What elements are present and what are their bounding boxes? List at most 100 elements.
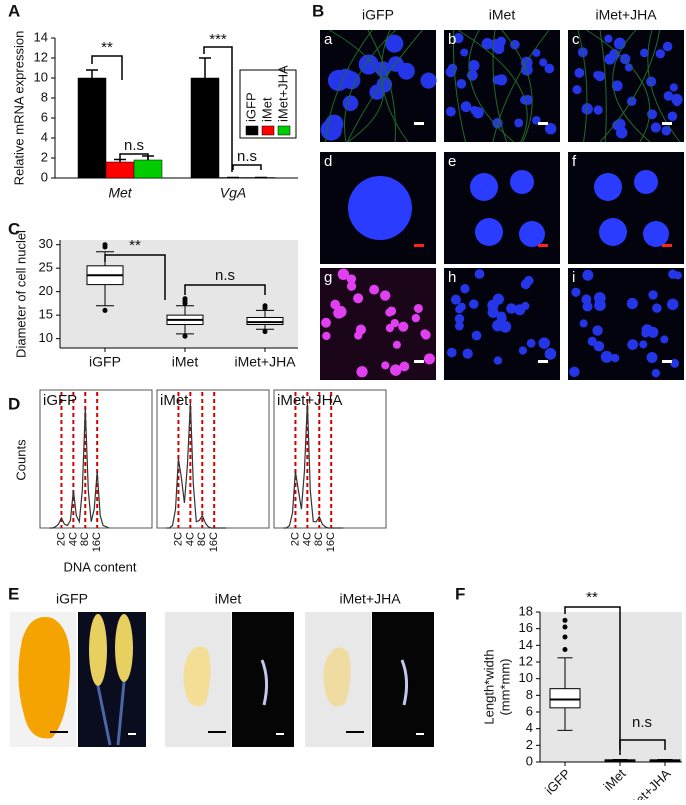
nucleus	[613, 37, 626, 50]
panel-label: F	[455, 584, 465, 603]
nucleus	[521, 301, 530, 311]
nucleus	[454, 321, 464, 331]
y-tick-label: 16	[519, 620, 533, 635]
significance-bracket	[564, 606, 621, 755]
photo	[78, 612, 146, 747]
ovary	[18, 616, 71, 739]
nucleus	[650, 122, 661, 133]
nucleus	[492, 75, 502, 85]
membrane	[612, 29, 651, 143]
nucleus	[337, 268, 350, 280]
photo	[372, 612, 434, 747]
membrane	[367, 29, 396, 143]
y-tick-label: 15	[39, 307, 53, 322]
image-label: e	[448, 153, 456, 170]
significance-bracket	[104, 254, 166, 300]
nucleus	[475, 218, 503, 246]
nucleus	[506, 303, 517, 314]
y-tick-label: 14	[34, 29, 48, 44]
y-tick-label: 25	[39, 260, 53, 275]
nucleus	[619, 53, 631, 65]
nucleus	[493, 356, 503, 365]
x-tick-label: Met	[108, 185, 132, 201]
significance-bracket	[619, 739, 666, 750]
y-tick-label: 2	[526, 737, 533, 752]
image-label: a	[324, 31, 333, 48]
y-tick-label: 4	[41, 129, 48, 144]
image-title: iMet	[489, 7, 516, 23]
x-tick-label: 2C	[55, 532, 67, 546]
nucleus	[624, 63, 633, 72]
y-tick-label: 14	[519, 637, 533, 652]
y-axis-label: Relative mRNA expression	[11, 31, 26, 186]
nucleus	[611, 80, 623, 92]
x-tick-label: 8C	[196, 532, 208, 546]
scale-bar	[414, 244, 424, 247]
ovary	[260, 659, 269, 706]
bar	[77, 77, 107, 179]
image-title: iMet+JHA	[595, 7, 657, 23]
nucleus	[604, 53, 616, 65]
annotation: n.s	[124, 137, 144, 154]
nucleus	[655, 49, 666, 59]
panel-label: B	[312, 1, 324, 20]
micrograph	[568, 152, 684, 264]
annotation: **	[586, 589, 598, 606]
histogram-line	[166, 402, 227, 529]
nucleus	[322, 331, 331, 341]
membrane	[346, 29, 423, 143]
nucleus	[666, 298, 679, 311]
nucleus	[468, 60, 480, 72]
micrograph	[320, 268, 436, 380]
nucleus	[385, 34, 404, 53]
nucleus	[454, 313, 465, 324]
significance-bracket	[119, 153, 149, 160]
plot-frame	[39, 389, 153, 529]
nucleus	[660, 335, 669, 344]
nucleus	[321, 317, 331, 328]
nucleus	[389, 364, 402, 376]
series-name: iGFP	[43, 392, 77, 409]
y-tick-label: 0	[41, 169, 48, 184]
annotation: n.s	[237, 148, 257, 165]
x-tick-label: 8C	[79, 532, 91, 546]
nucleus	[544, 348, 557, 360]
membrane	[457, 29, 528, 143]
nucleus	[599, 218, 627, 246]
nucleus	[413, 303, 423, 313]
nucleus	[510, 39, 520, 50]
nucleus	[330, 299, 341, 310]
nucleus	[420, 72, 437, 89]
outlier	[262, 329, 268, 335]
nucleus	[392, 340, 401, 349]
histogram-line	[49, 408, 110, 529]
nucleus	[611, 353, 620, 363]
y-axis-label: (mm*mm)	[497, 658, 512, 715]
image-label: i	[572, 269, 575, 286]
nucleus	[471, 330, 482, 341]
outlier	[562, 624, 568, 630]
series-name: iMet+JHA	[277, 392, 342, 409]
ovary	[115, 614, 133, 682]
nucleus	[397, 62, 415, 80]
legend-label: iMet+JHA	[275, 65, 290, 122]
x-axis-label: DNA content	[64, 559, 137, 574]
panel-label: D	[8, 394, 20, 413]
nucleus	[662, 41, 673, 52]
photo-title: iMet+JHA	[339, 591, 401, 607]
nucleus	[334, 305, 347, 318]
scale-bar	[662, 244, 672, 247]
panel-label: C	[8, 219, 20, 238]
membrane	[577, 29, 588, 143]
nucleus	[472, 106, 484, 119]
membrane	[468, 29, 514, 143]
x-tick-label: iMet	[601, 766, 629, 794]
scale-bar	[662, 360, 672, 363]
nucleus	[544, 63, 555, 74]
nucleus	[668, 269, 678, 279]
nucleus	[390, 318, 399, 328]
x-tick-label: iGFP	[542, 766, 574, 798]
nucleus	[423, 353, 435, 365]
significance-bracket	[184, 284, 266, 295]
membrane	[586, 29, 651, 143]
